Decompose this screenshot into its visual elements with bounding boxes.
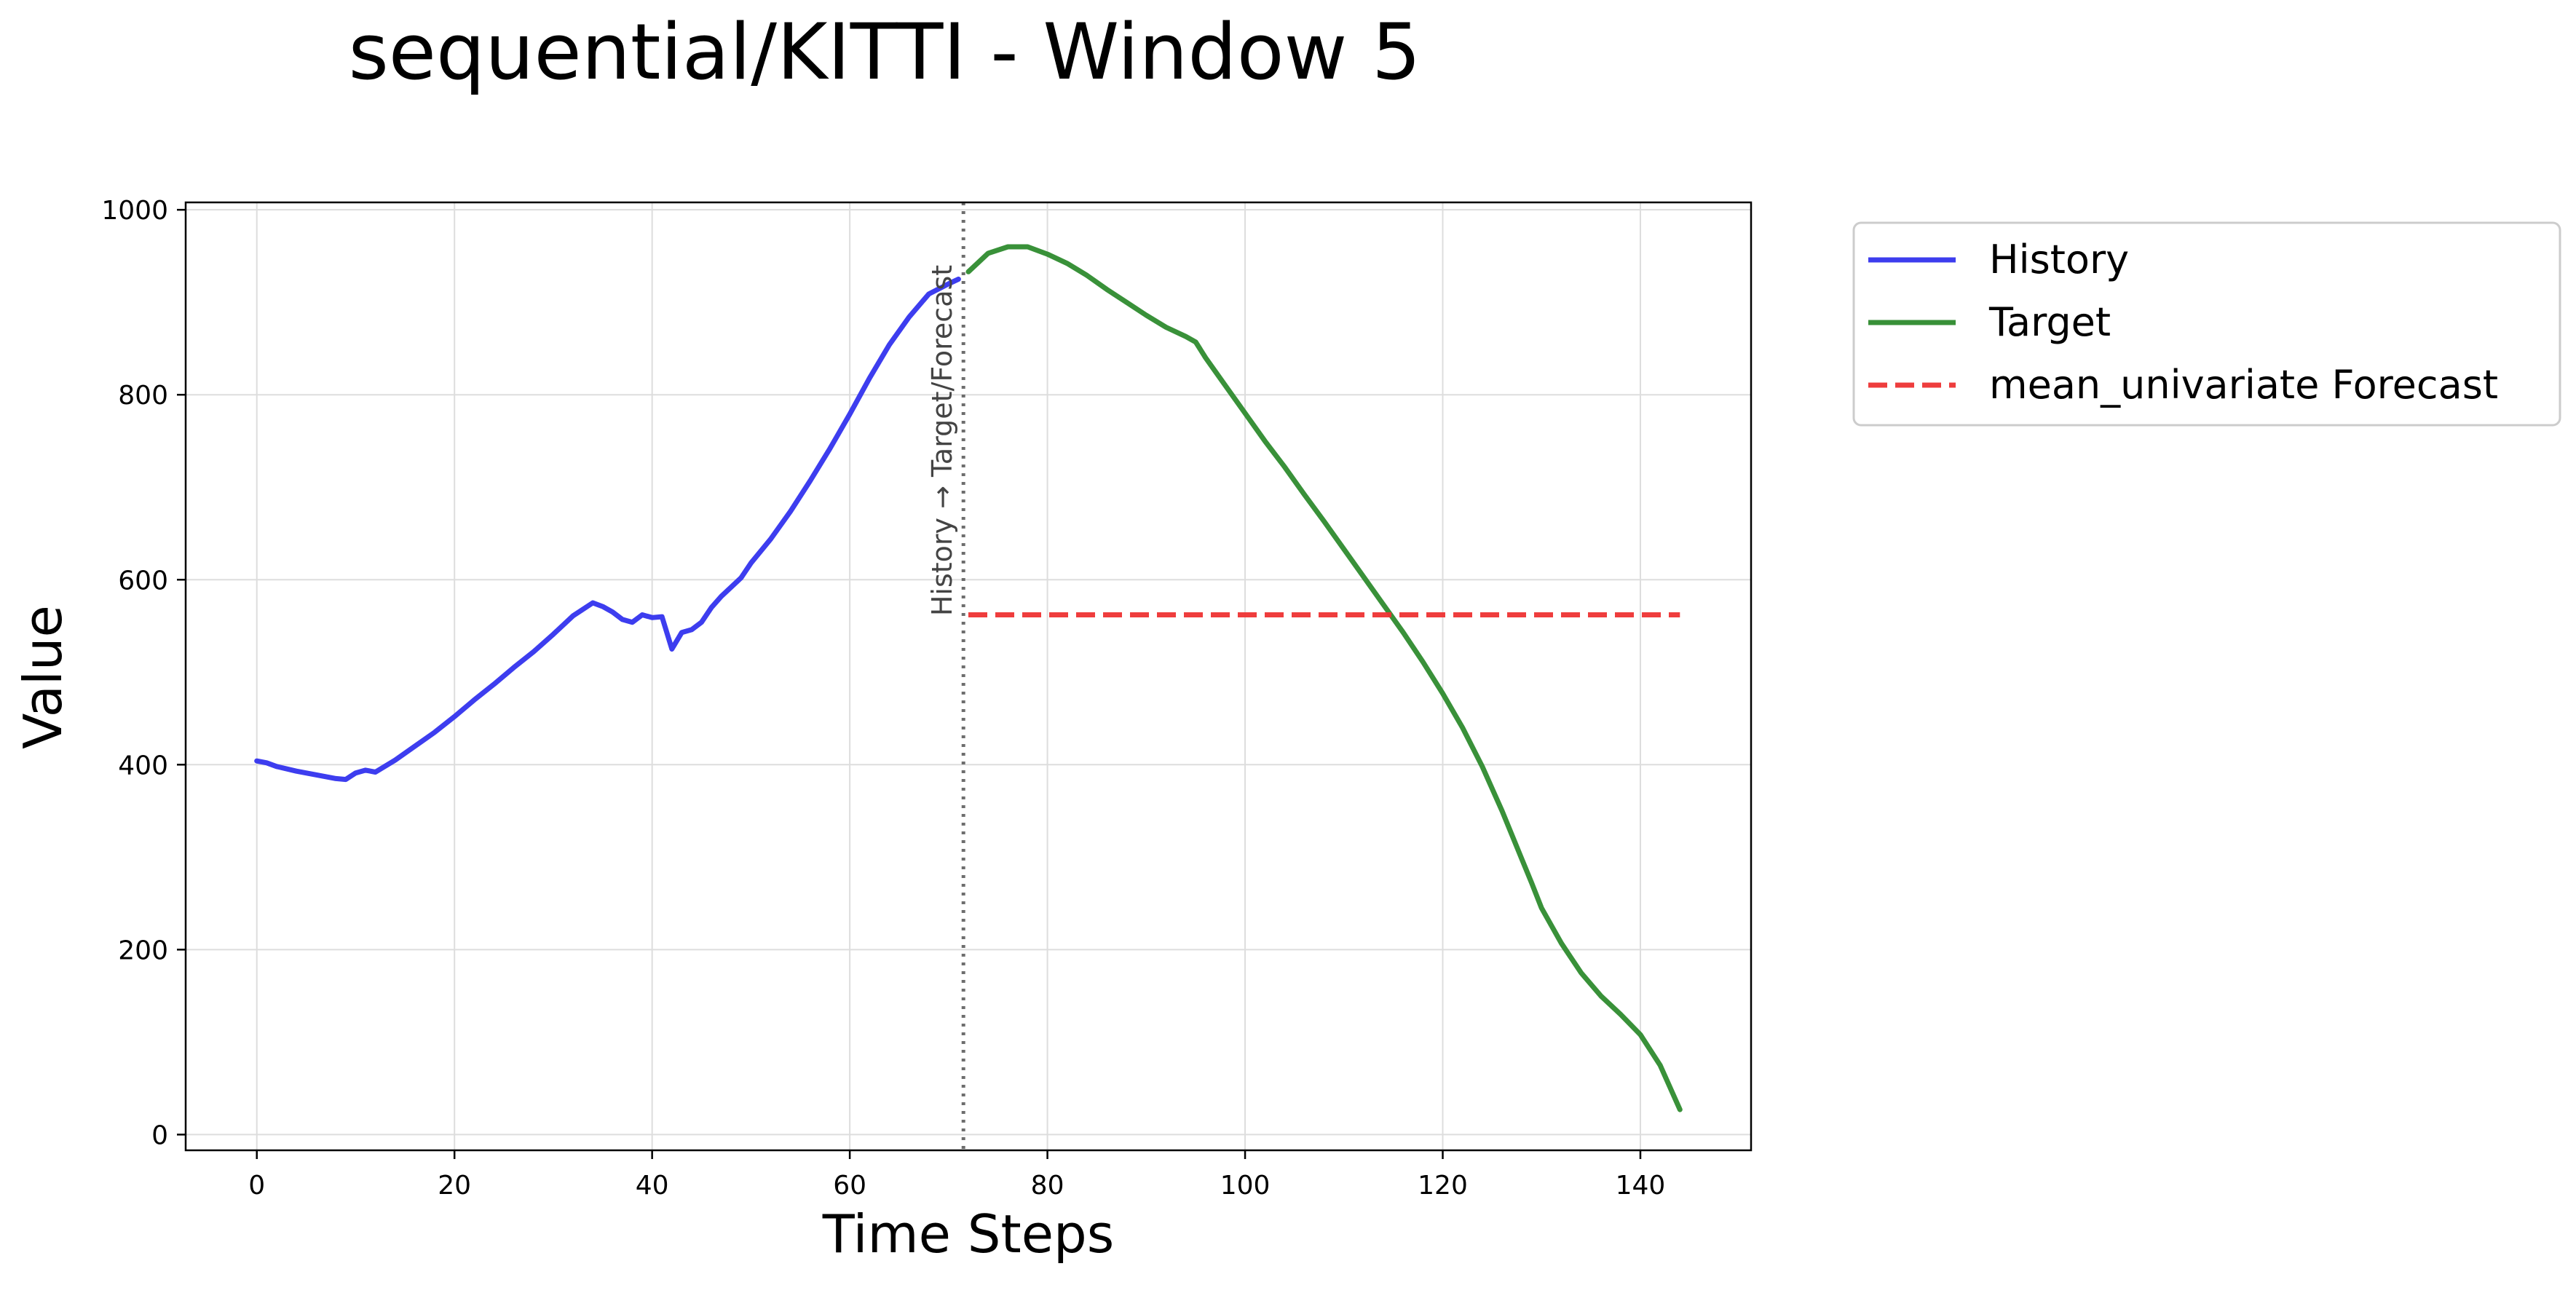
y-tick-label: 400 <box>118 751 168 780</box>
legend-label: mean_univariate Forecast <box>1989 362 2498 408</box>
x-tick-label: 140 <box>1616 1171 1666 1201</box>
series-layer <box>254 244 1683 1112</box>
x-axis: 0 20 40 60 80 100 120 140 <box>248 1150 1665 1201</box>
y-axis: 0 200 400 600 800 1000 <box>101 196 186 1150</box>
legend-label: Target <box>1988 299 2111 345</box>
x-tick-label: 100 <box>1220 1171 1271 1201</box>
x-tick-label: 40 <box>636 1171 669 1201</box>
legend-label: History <box>1989 237 2129 282</box>
x-tick-label: 80 <box>1031 1171 1064 1201</box>
divider-layer: History → Target/Forecast <box>926 202 965 1150</box>
y-tick-label: 0 <box>151 1120 168 1150</box>
y-tick-label: 200 <box>118 936 168 965</box>
y-tick-label: 1000 <box>101 196 168 226</box>
series-line-history <box>254 276 961 783</box>
legend: History Target mean_univariate Forecast <box>1852 221 2561 427</box>
divider-label: History → Target/Forecast <box>926 265 958 616</box>
y-tick-label: 800 <box>118 381 168 411</box>
grid-layer <box>186 202 1751 1150</box>
x-tick-label: 20 <box>438 1171 471 1201</box>
series-line-target <box>965 244 1683 1112</box>
chart-title: sequential/KITTI - Window 5 <box>349 7 1421 97</box>
x-axis-label: Time Steps <box>822 1203 1115 1265</box>
y-axis-label: Value <box>12 605 74 749</box>
x-tick-label: 0 <box>248 1171 265 1201</box>
y-tick-label: 600 <box>118 566 168 596</box>
plot-frame <box>184 201 1753 1152</box>
legend-box <box>1852 221 2561 427</box>
x-tick-label: 120 <box>1418 1171 1468 1201</box>
x-tick-label: 60 <box>833 1171 866 1201</box>
